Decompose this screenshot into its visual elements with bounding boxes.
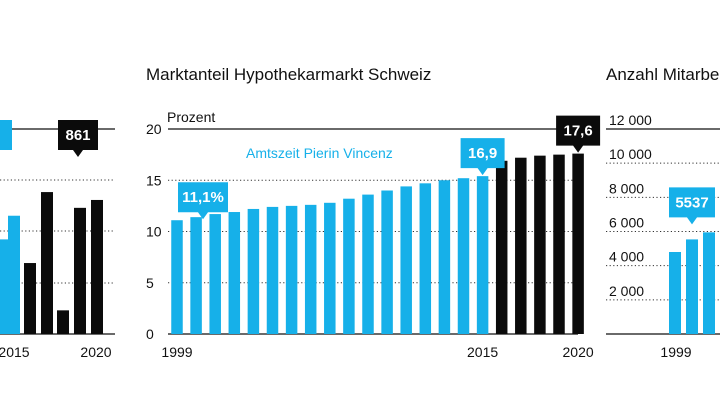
chart-left-bar-2017 [41,192,53,334]
bar-2020 [572,153,584,334]
chart-left-x-tick-label: 2020 [80,344,111,360]
chart-right-y-tick-label: 12 000 [609,112,652,128]
bar-2003 [247,208,260,334]
chart-left-bar-2014 [0,239,11,334]
x-tick-label: 1999 [161,344,192,360]
chart-center-period-label: Amtszeit Pierin Vincenz [246,145,393,161]
bar-2013 [438,180,451,334]
x-tick-label: 2015 [467,344,498,360]
callout-1999-label: 11,1% [182,189,224,206]
bar-2007 [324,202,336,334]
bar-2015 [476,176,489,334]
y-tick-label: 15 [146,172,162,188]
chart-left-bar-2016 [24,263,36,334]
chart-right-title: Anzahl Mitarbe [606,65,719,84]
chart-right-x-tick-label: 1999 [660,344,691,360]
bar-2004 [266,206,279,334]
y-tick-label: 0 [146,326,154,342]
callout-1999-box [178,182,228,220]
chart-left-bar-2018 [57,310,69,334]
chart-right-callout-box [669,187,715,225]
chart-center-panel: Marktanteil Hypothekarmarkt Schweiz Proz… [146,65,601,360]
y-tick-label: 5 [146,275,154,291]
callout-2020-box [556,115,601,153]
bar-2016 [495,160,508,334]
bar-2006 [304,204,317,334]
x-tick-label: 2020 [563,344,594,360]
bar-2010 [381,190,393,334]
callout-2015-box [460,138,505,176]
chart-right-bar-2001 [703,232,715,334]
y-tick-label: 20 [146,121,162,137]
chart-left-callout-b-label: 861 [65,127,90,144]
bar-2019 [553,154,565,334]
bar-2000 [190,217,202,334]
chart-center-title: Marktanteil Hypothekarmarkt Schweiz [146,65,431,84]
chart-left-bar-2020 [91,199,103,334]
bar-2018 [534,155,546,334]
chart-right-panel: Anzahl Mitarbe 2 000 4 000 6 000 8 000 10 00… [606,65,720,360]
chart-right-y-tick-label: 8 000 [609,180,644,196]
bar-2002 [228,212,241,334]
chart-right-y-tick-label: 10 000 [609,146,652,162]
y-tick-label: 10 [146,224,162,240]
chart-right-callout-label: 5537 [675,194,708,211]
callout-2015-label: 16,9 [468,145,497,162]
callout-2020-label: 17,6 [563,123,592,140]
chart-left-bar-2015 [8,215,20,334]
chart-right-y-tick-label: 6 000 [609,215,644,231]
chart-left-bar-2019 [74,207,86,334]
chart-right-bar-2000 [686,239,698,334]
bar-2012 [419,183,432,334]
chart-right-y-tick-label: 2 000 [609,283,644,299]
chart-center-ylabel: Prozent [167,109,215,125]
chart-right-y-tick-label: 4 000 [609,249,644,265]
bar-2008 [343,198,355,334]
bar-2017 [515,157,527,334]
bar-2005 [285,205,298,334]
chart-left-callout-a-box [0,120,12,150]
chart-left-callout-b-box [58,120,98,157]
bar-2001 [209,214,221,334]
bar-2011 [400,186,412,334]
chart-right-bar-1999 [669,252,681,334]
chart-left-x-tick-label: 2015 [0,344,30,360]
bar-1999 [171,220,183,334]
bar-2014 [457,178,470,334]
bar-2009 [362,194,374,334]
